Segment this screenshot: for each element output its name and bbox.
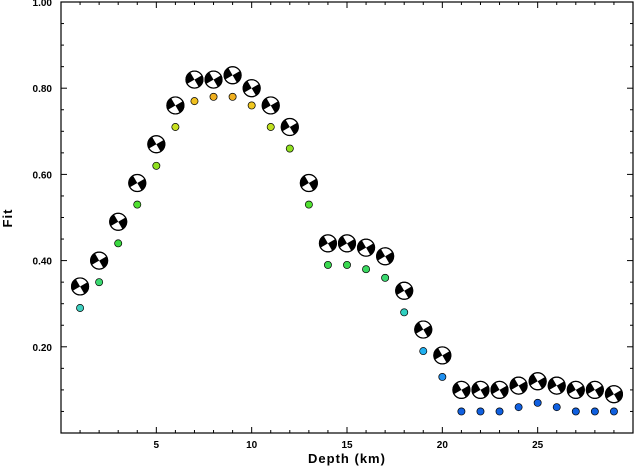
fit-point xyxy=(438,373,447,381)
fit-point xyxy=(400,308,409,317)
fit-point xyxy=(609,407,618,416)
fit-point xyxy=(476,407,485,416)
fit-point xyxy=(133,200,142,209)
x-tick-label: 5 xyxy=(154,440,160,451)
fit-point xyxy=(95,278,104,287)
mechanism-beachball xyxy=(376,247,395,266)
mechanism-markers xyxy=(70,66,624,404)
y-tick-label: 0.40 xyxy=(33,257,53,268)
mechanism-beachball xyxy=(452,380,471,399)
fit-points xyxy=(76,92,618,416)
fit-point xyxy=(76,304,85,312)
mechanism-beachball xyxy=(299,173,318,193)
fit-point xyxy=(266,123,275,131)
fit-point xyxy=(552,403,561,412)
mechanism-beachball xyxy=(509,376,528,395)
fit-point xyxy=(533,398,542,407)
mechanism-beachball xyxy=(566,380,585,399)
y-tick-label: 1.00 xyxy=(33,0,53,9)
mechanism-beachball xyxy=(223,66,242,85)
fit-point xyxy=(381,273,390,282)
y-axis-label: Fit xyxy=(0,209,15,228)
mechanism-beachball xyxy=(528,372,547,391)
mechanism-beachball xyxy=(166,96,185,115)
x-tick-label: 20 xyxy=(437,440,449,451)
fit-point xyxy=(419,347,428,356)
mechanism-beachball xyxy=(337,234,357,253)
mechanism-beachball xyxy=(604,385,624,404)
fit-point xyxy=(343,260,351,269)
y-axis: 0.20 0.40 0.60 0.80 1.00 xyxy=(33,0,633,412)
mechanism-beachball xyxy=(147,135,166,154)
fit-point xyxy=(171,123,180,131)
fit-point xyxy=(457,407,466,416)
fit-point xyxy=(514,403,523,412)
fit-point xyxy=(285,144,294,153)
y-tick-label: 0.80 xyxy=(33,84,53,95)
x-tick-label: 25 xyxy=(532,440,544,451)
x-axis-label: Depth (km) xyxy=(308,451,386,466)
fit-point xyxy=(495,407,504,416)
mechanism-beachball xyxy=(547,376,566,395)
fit-point xyxy=(114,239,123,248)
fit-point xyxy=(190,97,199,106)
fit-point xyxy=(304,200,313,209)
mechanism-beachball xyxy=(490,380,509,399)
mechanism-beachball xyxy=(414,320,433,339)
mechanism-beachball xyxy=(356,238,376,257)
mechanism-beachball xyxy=(109,212,128,231)
fit-point xyxy=(152,161,161,170)
mechanism-beachball xyxy=(185,70,204,89)
x-tick-label: 10 xyxy=(246,440,258,451)
x-axis: 5 10 15 20 25 xyxy=(79,2,615,451)
fit-point xyxy=(323,260,332,269)
mechanism-beachball xyxy=(471,380,490,399)
mechanism-beachball xyxy=(128,173,147,193)
mechanism-beachball xyxy=(280,117,299,137)
y-tick-label: 0.20 xyxy=(33,343,53,354)
fit-point xyxy=(362,265,371,274)
x-tick-label: 15 xyxy=(341,440,353,451)
plot-frame xyxy=(60,1,634,434)
mechanism-beachball xyxy=(433,346,452,365)
fit-point xyxy=(228,92,237,101)
mechanism-beachball xyxy=(261,96,280,115)
fit-point xyxy=(571,407,580,416)
mechanism-beachball xyxy=(242,79,261,98)
mechanism-beachball xyxy=(318,234,338,253)
fit-point xyxy=(247,101,256,110)
mechanism-beachball xyxy=(204,70,223,89)
fit-point xyxy=(209,92,218,101)
mechanism-beachball xyxy=(395,281,414,300)
mechanism-beachball xyxy=(585,380,604,399)
mechanism-beachball xyxy=(70,277,90,296)
fit-point xyxy=(590,407,599,416)
mechanism-beachball xyxy=(90,251,109,270)
y-tick-label: 0.60 xyxy=(33,170,53,181)
